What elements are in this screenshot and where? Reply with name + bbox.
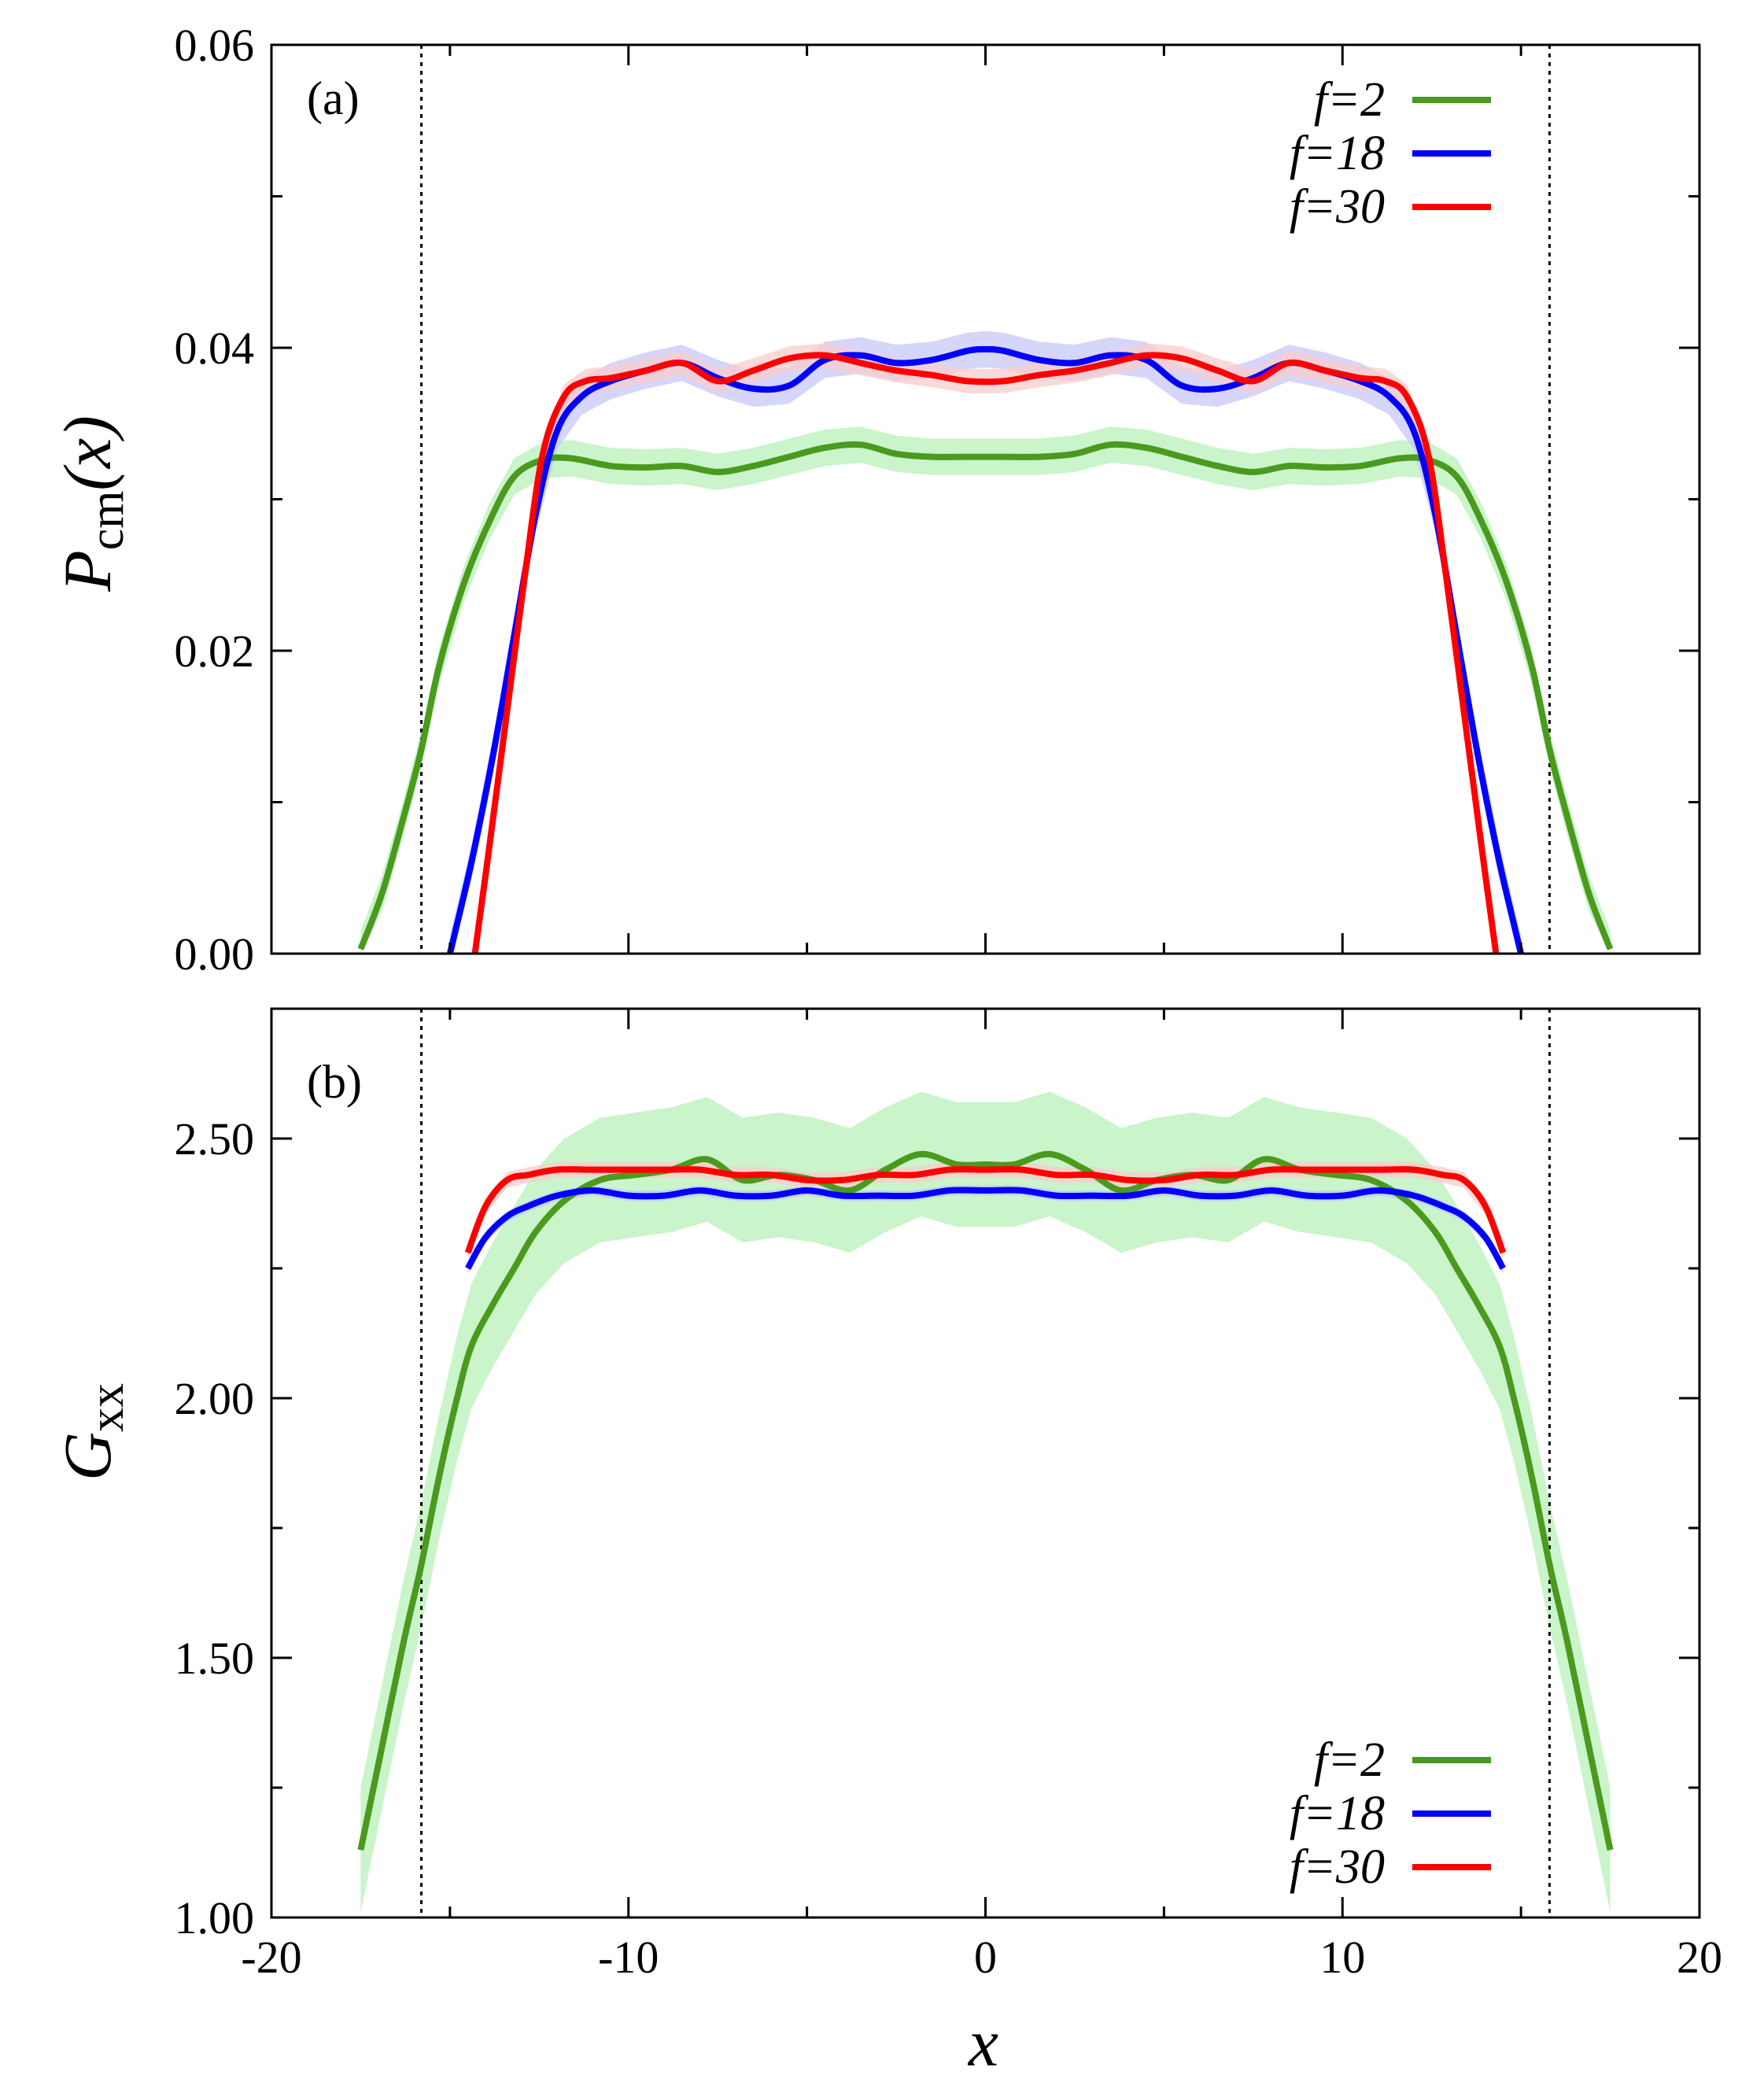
panel-a-label: (a) — [307, 72, 360, 124]
y-tick-label: 0.06 — [175, 20, 255, 71]
legend-label: f=18 — [1290, 127, 1385, 180]
y-tick-label: 0.00 — [175, 928, 255, 980]
x-tick-label: -10 — [598, 1932, 659, 1983]
series-line-f=18 — [465, 1187, 1506, 1270]
panel-a: 0.00 0.02 0.04 0.06 (a) Pcm(x) f=2f=18f=30 — [50, 20, 1701, 980]
panel-b-legend: f=2f=18f=30 — [1290, 1733, 1491, 1894]
panel-b-y-axis-main: G — [50, 1432, 125, 1481]
panel-b-lines — [357, 1150, 1614, 1851]
band-f=2 — [360, 426, 1611, 954]
panel-b: 1.00 1.50 2.00 2.50 -20 -10 0 10 20 (b) Gxx f=2… — [50, 1007, 1722, 2078]
series-line-f=2 — [357, 441, 1614, 950]
panel-a-lines — [357, 345, 1614, 954]
panel-a-y-axis-main: P — [50, 550, 125, 592]
y-tick-label: 1.00 — [175, 1892, 255, 1943]
y-tick-label: 2.00 — [175, 1373, 255, 1424]
legend-label: f=2 — [1314, 1733, 1385, 1787]
panel-b-x-tick-labels: -20 -10 0 10 20 — [241, 1932, 1722, 1983]
legend-label: f=18 — [1290, 1787, 1385, 1840]
panel-a-y-tick-labels: 0.00 0.02 0.04 0.06 — [175, 20, 255, 980]
panel-b-y-axis-sub: xx — [80, 1383, 134, 1432]
series-line-f=30 — [464, 1166, 1507, 1254]
series-line-f=30 — [471, 352, 1500, 954]
series-line-f=18 — [447, 345, 1524, 954]
panel-a-y-axis-tail: (x) — [50, 415, 125, 490]
panel-a-frame — [270, 43, 1701, 955]
y-tick-label: 1.50 — [175, 1633, 255, 1684]
x-tick-label: 0 — [974, 1932, 997, 1983]
x-axis-title: x — [967, 2005, 998, 2078]
panel-b-y-tick-labels: 1.00 1.50 2.00 2.50 — [175, 1113, 255, 1943]
panel-a-y-axis-title: Pcm(x) — [50, 415, 134, 592]
y-tick-label: 0.04 — [175, 323, 255, 374]
x-tick-label: 10 — [1319, 1932, 1365, 1983]
legend-label: f=2 — [1314, 73, 1385, 127]
y-tick-label: 2.50 — [175, 1113, 255, 1164]
x-tick-label: 20 — [1677, 1932, 1722, 1983]
panel-a-ticks — [270, 43, 1701, 955]
panel-a-y-axis-sub: cm — [80, 491, 134, 551]
series-line-f=2 — [357, 1150, 1614, 1851]
band-f=30 — [474, 343, 1496, 954]
x-tick-label: -20 — [241, 1932, 301, 1983]
band-f=18 — [449, 330, 1522, 954]
panel-a-legend: f=2f=18f=30 — [1290, 73, 1491, 234]
panel-b-label: (b) — [307, 1056, 362, 1108]
legend-label: f=30 — [1290, 1840, 1385, 1894]
panel-b-ticks — [270, 1007, 1701, 1919]
legend-label: f=30 — [1290, 180, 1385, 234]
y-tick-label: 0.02 — [175, 626, 255, 677]
panel-b-y-axis-title: Gxx — [50, 1383, 134, 1481]
